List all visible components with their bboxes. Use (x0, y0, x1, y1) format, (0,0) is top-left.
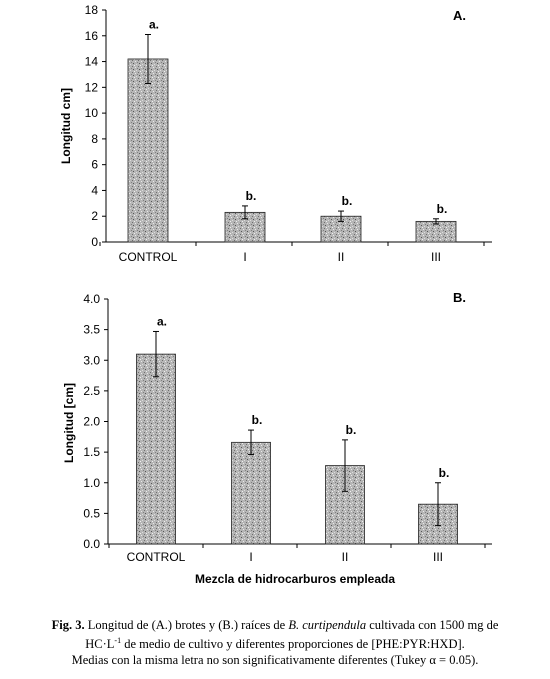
caption-species: B. curtipendula (288, 618, 367, 632)
category-label-b: II (342, 550, 349, 564)
panel-label-a: A. (453, 8, 466, 23)
y-tick-label-b: 4.0 (83, 292, 100, 306)
y-tick-label-a: 16 (85, 29, 99, 43)
y-axis-label-a: Longitud cm] (59, 88, 73, 164)
significance-letter-a: b. (246, 189, 257, 203)
caption-text-1a: Longitud de (A.) brotes y (B.) raíces de (84, 618, 289, 632)
figure-caption: Fig. 3. Longitud de (A.) brotes y (B.) r… (0, 617, 550, 668)
y-axis-label-b: Longitud [cm] (62, 383, 76, 463)
significance-letter-a: b. (342, 194, 353, 208)
chart-panel-a: 0 2 4 6 8 10 12 14 16 18 a. CONTROL b. Ib. II b. III Long… (59, 3, 492, 264)
y-tick-label-a: 8 (91, 132, 98, 146)
y-tick-label-a: 12 (85, 80, 99, 94)
bar-b (136, 353, 176, 545)
figure: 024681012141618a.CONTROLb.Ib.IIb.IIILong… (59, 3, 492, 586)
chart-panel-b: 0.0 0.5 1.0 1.5 2.0 2.5 3.0 3.5 4.0 a. CONTROL b. Ib… (62, 290, 492, 586)
y-tick-label-b: 3.5 (83, 323, 100, 337)
significance-letter-b: a. (157, 314, 167, 328)
category-label-a: I (243, 250, 246, 264)
y-tick-label-a: 2 (91, 209, 98, 223)
significance-letter-b: b. (252, 413, 263, 427)
caption-superscript: -1 (114, 636, 122, 645)
significance-letter-a: a. (149, 17, 159, 31)
category-label-b: III (433, 550, 443, 564)
y-tick-label-b: 1.0 (83, 476, 100, 490)
bar-b (231, 441, 271, 545)
caption-line-2: HC·L-1 de medio de cultivo y diferentes … (0, 633, 550, 652)
y-tick-label-a: 4 (91, 183, 98, 197)
caption-text-2a: HC·L (85, 637, 115, 652)
category-label-a: III (431, 250, 441, 264)
x-axis-label-b: Mezcla de hidrocarburos empleada (195, 572, 395, 586)
y-tick-label-b: 1.5 (83, 445, 100, 459)
caption-line-3: Medias con la misma letra no son signifi… (71, 653, 479, 668)
y-tick-label-b: 0.5 (83, 506, 100, 520)
panel-label-b: B. (453, 290, 466, 305)
y-tick-label-a: 0 (91, 235, 98, 249)
y-tick-label-b: 2.0 (83, 415, 100, 429)
y-tick-label-a: 18 (85, 3, 99, 17)
significance-letter-a: b. (437, 202, 448, 216)
significance-letter-b: b. (346, 423, 357, 437)
y-tick-label-b: 2.5 (83, 384, 100, 398)
category-label-b: CONTROL (127, 550, 186, 564)
category-label-a: CONTROL (119, 250, 178, 264)
caption-fig-label: Fig. 3. (51, 618, 85, 632)
category-label-b: I (249, 550, 252, 564)
significance-letter-b: b. (439, 466, 450, 480)
caption-text-2b: de medio de cultivo y diferentes proporc… (121, 637, 465, 652)
y-tick-label-b: 0.0 (83, 537, 100, 551)
caption-line-1: Fig. 3. Longitud de (A.) brotes y (B.) r… (0, 617, 550, 633)
bar-a (415, 220, 457, 243)
category-label-a: II (338, 250, 345, 264)
y-tick-label-a: 14 (85, 55, 99, 69)
y-tick-label-b: 3.0 (83, 353, 100, 367)
bar-a (127, 58, 169, 243)
caption-text-1b: cultivada con 1500 mg de (366, 618, 499, 632)
y-tick-label-a: 10 (85, 106, 99, 120)
y-tick-label-a: 6 (91, 158, 98, 172)
